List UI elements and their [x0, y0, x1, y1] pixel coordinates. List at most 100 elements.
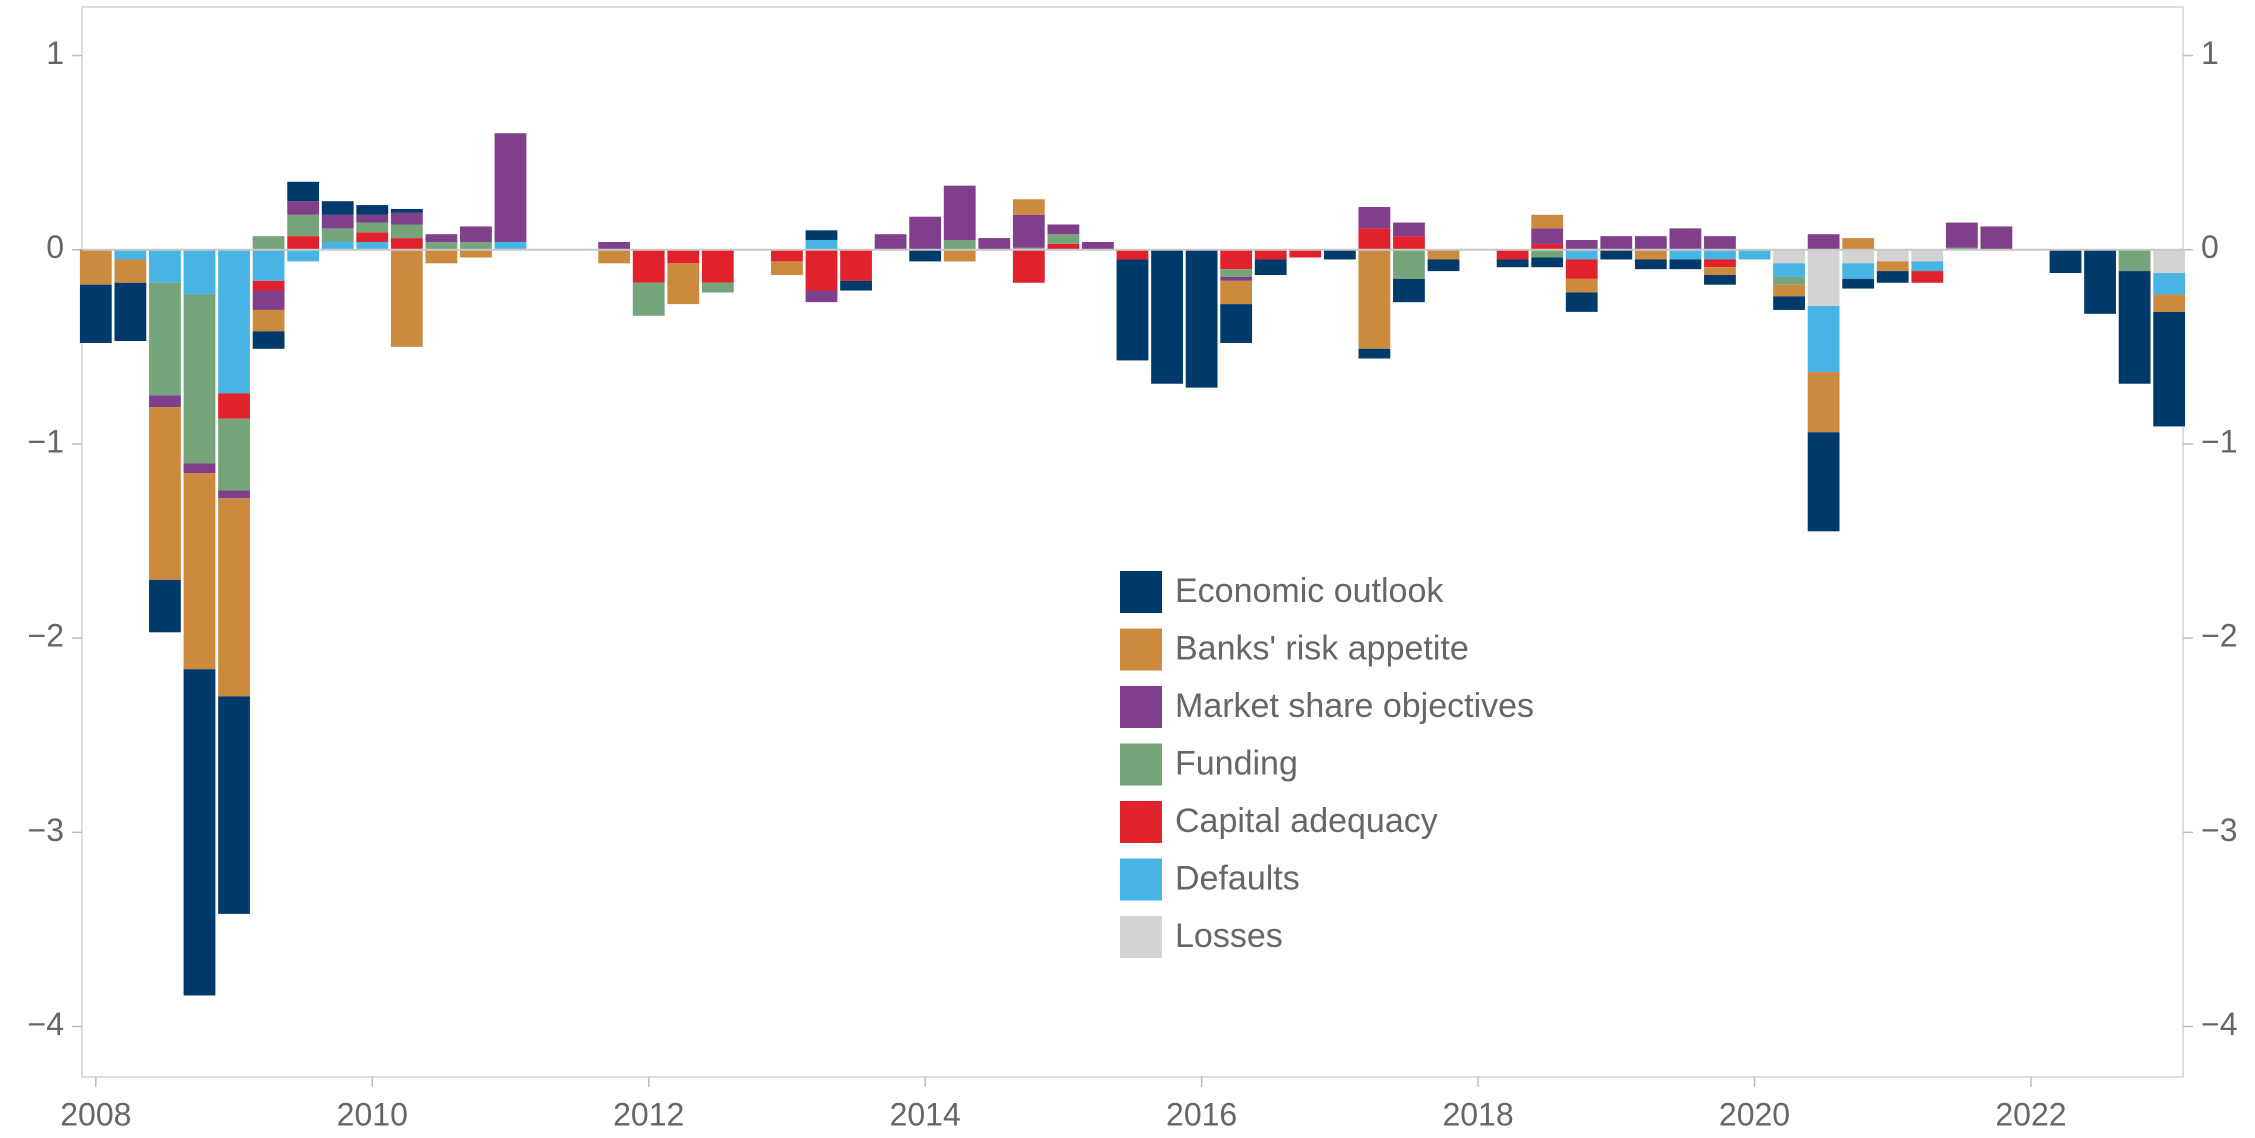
x-tick-label: 2012: [613, 1096, 684, 1132]
y-tick-label: 1: [46, 35, 64, 71]
plot-frame: [81, 6, 2184, 1078]
legend-label: Market share objectives: [1175, 687, 1534, 725]
bar-segment: [1565, 278, 1598, 293]
bar-segment: [1565, 249, 1598, 260]
bar-segment: [252, 249, 285, 281]
bar-segment: [1773, 284, 1805, 297]
bar-segment: [218, 393, 250, 419]
bar-segment: [1116, 259, 1149, 361]
legend-swatch: [1120, 628, 1162, 671]
bar-segment: [1012, 214, 1045, 248]
bar-segment: [1082, 241, 1114, 250]
bar-segment: [183, 473, 216, 670]
bar-segment: [460, 226, 492, 242]
bar-segment: [1911, 261, 1944, 272]
bar-segment: [1393, 222, 1425, 237]
bar-segment: [943, 240, 976, 250]
bar-segment: [943, 185, 976, 241]
legend-label: Economic outlook: [1175, 572, 1444, 610]
bar-segment: [667, 263, 700, 305]
bar-segment: [1807, 372, 1840, 433]
bar-segment: [1185, 249, 1218, 388]
bar-segment: [1427, 249, 1460, 260]
bar-segment: [1980, 226, 2013, 250]
bar-segment: [149, 407, 181, 580]
legend-label: Capital adequacy: [1175, 802, 1438, 840]
bar-segment: [183, 463, 216, 474]
bar-segment: [356, 222, 389, 233]
bar-segment: [2118, 249, 2151, 272]
bar-segment: [1669, 249, 1702, 260]
bar-segment: [1220, 280, 1253, 305]
bar-segment: [287, 201, 320, 215]
bar-segment: [1704, 267, 1736, 275]
bar-segment: [943, 249, 976, 262]
bar-segment: [1842, 249, 1875, 264]
bar-segment: [390, 212, 423, 225]
bar-segment: [701, 282, 734, 293]
bar-segment: [1496, 249, 1529, 260]
bar-segment: [805, 290, 838, 303]
bar-segment: [218, 498, 250, 697]
legend: Economic outlook Banks' risk appetite Mark…: [1120, 571, 1534, 958]
bar-segment: [114, 259, 147, 283]
bar-segment: [598, 241, 631, 250]
y2-tick-label: 0: [2201, 229, 2219, 265]
bar-segment: [840, 280, 872, 291]
bar-segment: [667, 249, 700, 264]
y2-tick-label: −3: [2201, 812, 2237, 848]
bar-segment: [1531, 214, 1564, 229]
bar-segment: [1012, 199, 1045, 215]
bar-segment: [874, 234, 907, 250]
bar-segment: [390, 224, 423, 239]
bar-segment: [425, 249, 458, 264]
bar-segment: [1807, 249, 1840, 307]
bar-segment: [1047, 234, 1080, 244]
bar-segment: [909, 216, 942, 250]
bar-segment: [1565, 259, 1598, 279]
bar-segment: [1773, 263, 1805, 277]
x-tick-label: 2016: [1166, 1096, 1237, 1132]
bar-segment: [1220, 276, 1253, 281]
bar-segment: [460, 241, 492, 250]
bar-segment: [632, 282, 665, 316]
bar-segment: [1289, 249, 1322, 258]
legend-swatch: [1120, 801, 1162, 843]
bar-segment: [1634, 236, 1667, 250]
bar-segment: [1116, 249, 1149, 260]
x-tick-label: 2018: [1442, 1096, 1513, 1132]
y-tick-label: −4: [28, 1006, 64, 1042]
bar-segment: [1704, 274, 1736, 285]
bar-segment: [252, 290, 285, 310]
bar-segment: [218, 418, 250, 491]
bar-segment: [356, 241, 389, 250]
bar-segment: [1393, 278, 1425, 303]
legend-swatch: [1120, 743, 1162, 786]
y2-tick-label: −2: [2201, 618, 2237, 654]
bar-segment: [1773, 276, 1805, 285]
bar-segment: [2049, 249, 2082, 274]
y2-tick-label: −4: [2201, 1006, 2237, 1042]
bar-segment: [494, 133, 527, 242]
bar-segment: [978, 238, 1011, 250]
bar-segment: [425, 234, 458, 242]
y2-tick-label: −1: [2201, 423, 2237, 459]
bar-segment: [149, 395, 181, 408]
bar-segment: [1773, 296, 1805, 310]
bar-segment: [183, 249, 216, 295]
bar-segment: [1220, 304, 1253, 343]
bar-segment: [79, 284, 112, 343]
bar-segment: [460, 249, 492, 258]
bar-segment: [2153, 273, 2186, 295]
bar-segment: [1600, 236, 1633, 250]
bar-segment: [1254, 249, 1287, 260]
bar-segment: [1358, 348, 1391, 359]
bar-segment: [1254, 259, 1287, 275]
bar-segment: [1531, 228, 1564, 244]
bar-segment: [1634, 259, 1667, 270]
legend-swatch: [1120, 686, 1162, 728]
bar-segment: [356, 232, 389, 242]
y2-tick-label: 1: [2201, 35, 2219, 71]
bar-segment: [805, 240, 838, 250]
